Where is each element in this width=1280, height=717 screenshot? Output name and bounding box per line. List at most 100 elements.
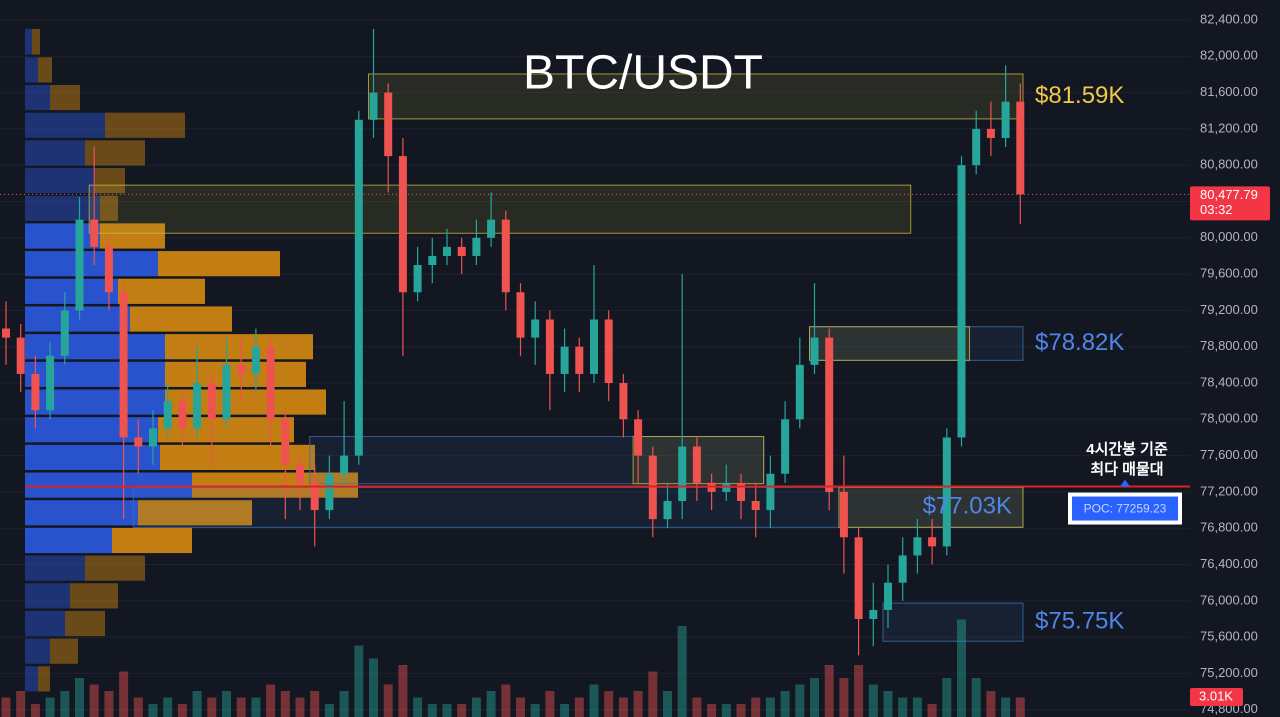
candle-body — [266, 346, 275, 420]
profile-buy — [25, 500, 138, 526]
profile-sell — [95, 168, 125, 194]
candle-body — [75, 219, 84, 311]
zone — [88, 184, 912, 234]
y-tick-label: 82,000.00 — [1200, 48, 1258, 63]
candle-body — [472, 237, 481, 256]
volume-bar — [207, 697, 217, 717]
candle-body — [913, 537, 922, 556]
y-tick-label: 79,600.00 — [1200, 266, 1258, 281]
volume-bar — [1001, 697, 1011, 717]
volume-bar — [942, 678, 952, 717]
candle-body — [898, 555, 907, 583]
profile-sell — [138, 500, 252, 526]
candle-body — [149, 428, 157, 447]
volume-bar — [104, 691, 114, 717]
candle-body — [443, 246, 451, 256]
profile-buy — [25, 361, 165, 387]
volume-bar — [707, 704, 717, 717]
y-tick-label: 81,200.00 — [1200, 120, 1258, 135]
profile-buy — [25, 334, 165, 360]
candle-body — [207, 383, 216, 420]
profile-sell — [165, 334, 313, 360]
candle-body — [590, 319, 598, 374]
volume-bar — [1, 697, 11, 717]
price-label: 80,477.79 — [1200, 187, 1258, 202]
volume-bar — [810, 678, 819, 717]
price-badge — [1190, 186, 1270, 221]
profile-sell — [160, 444, 315, 471]
volume-bar — [427, 704, 437, 717]
candle-body — [575, 346, 584, 374]
candle-body — [457, 246, 466, 256]
volume-bar — [324, 704, 334, 717]
candle-body — [16, 337, 25, 374]
poc-label: POC: 77259.23 — [1084, 502, 1167, 516]
candle-body — [354, 119, 363, 456]
annotation: 최다 매물대 — [1090, 460, 1163, 478]
volume-bar — [501, 684, 511, 717]
candle-body — [781, 419, 790, 474]
candle-body — [428, 255, 437, 266]
volume-bar — [618, 697, 628, 717]
candle-body — [340, 455, 349, 474]
candle-body — [193, 383, 202, 429]
volume-badge — [1190, 688, 1243, 706]
volume-bar — [677, 626, 687, 717]
volume-bar — [912, 697, 922, 717]
volume-bar — [957, 619, 966, 717]
candle-body — [296, 464, 304, 483]
profile-buy — [25, 112, 105, 138]
candle-body — [678, 446, 687, 501]
y-tick-label: 77,200.00 — [1200, 483, 1258, 498]
profile-buy — [25, 472, 192, 498]
volume-bar — [780, 691, 790, 717]
volume-bar — [236, 697, 246, 717]
volume-bar — [177, 704, 187, 717]
candle-body — [663, 500, 672, 520]
candle-body — [737, 482, 745, 501]
profile-sell — [118, 278, 205, 304]
volume-bar — [295, 697, 305, 717]
volume-bar — [339, 691, 349, 717]
y-tick-label: 79,200.00 — [1200, 302, 1258, 317]
candle-body — [560, 346, 569, 374]
profile-buy — [25, 583, 70, 609]
zone — [809, 326, 1024, 361]
profile-sell — [100, 223, 165, 249]
candle-body — [222, 364, 231, 420]
zone-label: $81.59K — [1035, 82, 1124, 109]
profile-buy — [25, 251, 158, 277]
candle-body — [619, 383, 628, 420]
volume-bar — [457, 704, 467, 717]
profile-sell — [100, 195, 118, 221]
profile-buy — [25, 444, 160, 471]
candle-body — [134, 437, 143, 447]
volume-bar — [824, 665, 834, 717]
volume-bar — [854, 665, 864, 717]
y-tick-label: 75,200.00 — [1200, 665, 1258, 680]
zone — [838, 486, 1024, 528]
zone — [132, 486, 1024, 528]
poc-box — [1072, 496, 1178, 521]
volume-bar — [486, 691, 496, 717]
volume-bar — [663, 691, 672, 717]
y-tick-label: 80,800.00 — [1200, 157, 1258, 172]
volume-bar — [589, 684, 599, 717]
zone-label: $78.82K — [1035, 329, 1124, 356]
volume-bar — [398, 665, 408, 717]
volume-bar — [604, 691, 614, 717]
candle-body — [369, 92, 378, 120]
volume-bar — [266, 684, 276, 717]
y-tick-label: 76,400.00 — [1200, 556, 1258, 571]
candle-body — [516, 292, 525, 338]
candle-body — [839, 491, 848, 538]
volume-bar — [633, 691, 643, 717]
candles — [2, 29, 1025, 656]
profile-sell — [130, 306, 232, 332]
profile-sell — [105, 112, 185, 138]
volume-bar — [471, 697, 481, 717]
volume-bar — [971, 678, 981, 717]
candle-body — [90, 219, 99, 247]
volume-bar — [30, 704, 40, 717]
